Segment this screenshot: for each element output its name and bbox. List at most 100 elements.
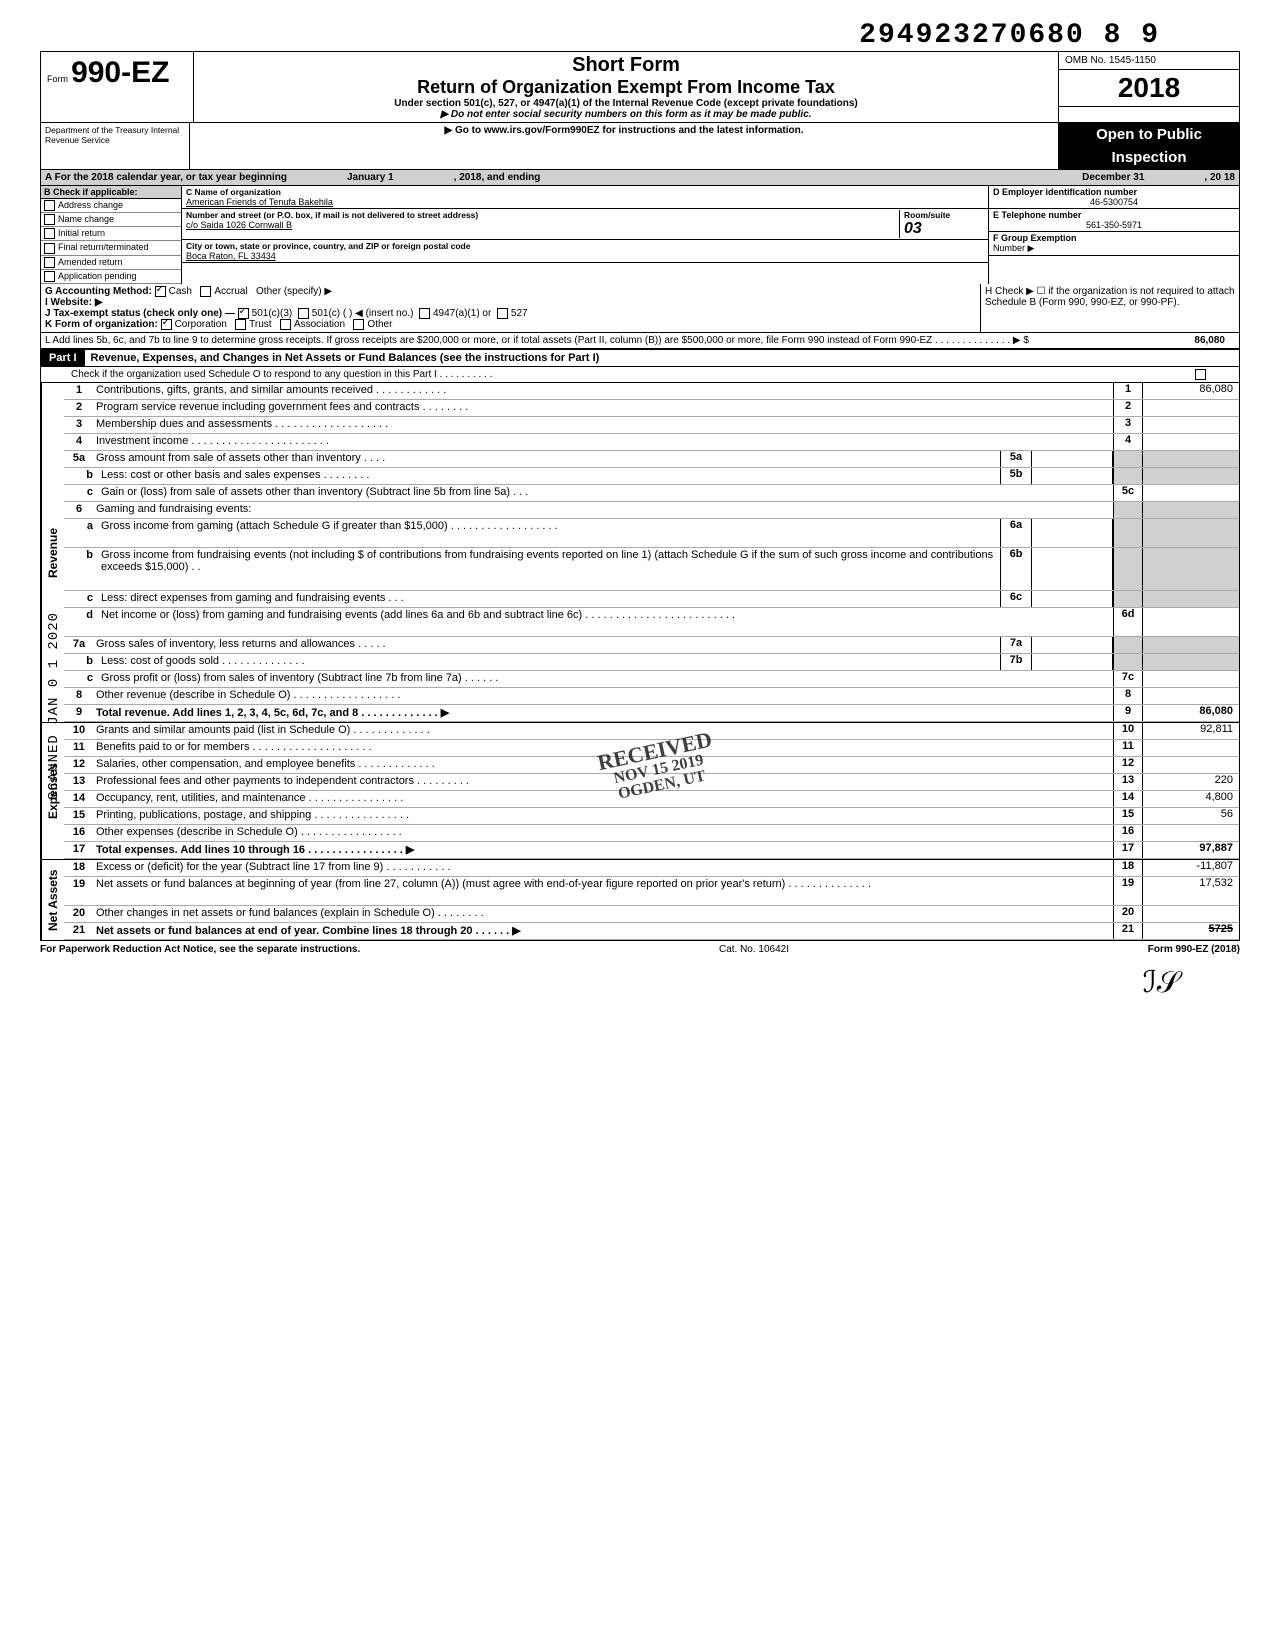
lbl-name-change: Name change (58, 214, 114, 224)
ib5b: 5b (1000, 468, 1032, 484)
phone-label: E Telephone number (993, 210, 1235, 220)
form-prefix: Form (47, 74, 68, 84)
footer-right: Form 990-EZ (2018) (1148, 944, 1240, 955)
footer-left: For Paperwork Reduction Act Notice, see … (40, 944, 360, 955)
ein-label: D Employer identification number (993, 187, 1235, 197)
d16: Other expenses (describe in Schedule O) … (94, 825, 1113, 841)
chk-527[interactable] (497, 308, 508, 319)
chk-corporation[interactable] (161, 319, 172, 330)
ib6a: 6a (1000, 519, 1032, 547)
part1-header: Part I Revenue, Expenses, and Changes in… (40, 349, 1240, 367)
lbl-address-change: Address change (58, 200, 123, 210)
n2: 2 (64, 400, 94, 416)
ib5a: 5a (1000, 451, 1032, 467)
d6c: Less: direct expenses from gaming and fu… (99, 591, 1000, 607)
chk-final-return[interactable] (44, 243, 55, 254)
n7a: 7a (64, 637, 94, 653)
d20: Other changes in net assets or fund bala… (94, 906, 1113, 922)
revenue-section: Revenue 1Contributions, gifts, grants, a… (40, 383, 1240, 723)
lbl-final-return: Final return/terminated (58, 242, 149, 252)
lbl-amended: Amended return (58, 257, 123, 267)
rv15: 56 (1143, 808, 1239, 824)
n21: 21 (64, 923, 94, 939)
d10: Grants and similar amounts paid (list in… (94, 723, 1113, 739)
chk-name-change[interactable] (44, 214, 55, 225)
n15: 15 (64, 808, 94, 824)
chk-schedule-o[interactable] (1195, 369, 1206, 380)
d21: Net assets or fund balances at end of ye… (94, 923, 1113, 939)
lbl-527: 527 (511, 308, 528, 319)
note-2: ▶ Go to www.irs.gov/Form990EZ for instru… (190, 123, 1059, 169)
chk-4947[interactable] (419, 308, 430, 319)
n10: 10 (64, 723, 94, 739)
d14: Occupancy, rent, utilities, and maintena… (94, 791, 1113, 807)
initials: ℐ𝒮 (40, 955, 1240, 1000)
rv18: -11,807 (1143, 860, 1239, 876)
street-label: Number and street (or P.O. box, if mail … (186, 210, 899, 220)
n6d: d (64, 608, 99, 636)
d8: Other revenue (describe in Schedule O) .… (94, 688, 1113, 704)
n16: 16 (64, 825, 94, 841)
year-prefix: 20 (1118, 72, 1149, 103)
rv12 (1143, 757, 1239, 773)
expenses-section: Expenses 10Grants and similar amounts pa… (40, 723, 1240, 860)
chk-trust[interactable] (235, 319, 246, 330)
room-value: 03 (904, 220, 984, 238)
group-exemption-label: F Group Exemption (993, 233, 1077, 243)
rv3 (1143, 417, 1239, 433)
tax-year: 2018 (1059, 70, 1239, 107)
chk-application-pending[interactable] (44, 271, 55, 282)
netassets-section: Net Assets 18Excess or (deficit) for the… (40, 860, 1240, 941)
rn4: 4 (1113, 434, 1143, 450)
lbl-other-method: Other (specify) ▶ (256, 286, 332, 297)
rv9: 86,080 (1143, 705, 1239, 721)
n7c: c (64, 671, 99, 687)
n7b: b (64, 654, 99, 670)
room-label: Room/suite (904, 210, 984, 220)
rn5c: 5c (1113, 485, 1143, 501)
n14: 14 (64, 791, 94, 807)
row-a: A For the 2018 calendar year, or tax yea… (40, 169, 1240, 186)
rn7c: 7c (1113, 671, 1143, 687)
n6b: b (64, 548, 99, 590)
rv13: 220 (1143, 774, 1239, 790)
chk-amended[interactable] (44, 257, 55, 268)
lbl-corporation: Corporation (175, 319, 227, 330)
scanned-side-label: SCANNED JAN 0 1 2020 (46, 612, 62, 800)
rv16 (1143, 825, 1239, 841)
footer: For Paperwork Reduction Act Notice, see … (40, 941, 1240, 955)
chk-accrual[interactable] (200, 286, 211, 297)
chk-501c3[interactable] (238, 308, 249, 319)
rn2: 2 (1113, 400, 1143, 416)
rn6d: 6d (1113, 608, 1143, 636)
lbl-cash: Cash (169, 286, 192, 297)
part1-tag: Part I (41, 350, 85, 366)
row-a-mid: , 2018, and ending (454, 172, 541, 183)
rn10: 10 (1113, 723, 1143, 739)
d5c: Gain or (loss) from sale of assets other… (99, 485, 1113, 501)
n5c: c (64, 485, 99, 501)
line-l-text: L Add lines 5b, 6c, and 7b to line 9 to … (45, 335, 1029, 346)
rn3: 3 (1113, 417, 1143, 433)
n18: 18 (64, 860, 94, 876)
n13: 13 (64, 774, 94, 790)
rv5c (1143, 485, 1239, 501)
col-de: D Employer identification number 46-5300… (989, 186, 1239, 284)
col-b-header: B Check if applicable: (41, 186, 181, 199)
rv10: 92,811 (1143, 723, 1239, 739)
d11: Benefits paid to or for members . . . . … (94, 740, 1113, 756)
rn1: 1 (1113, 383, 1143, 399)
rn11: 11 (1113, 740, 1143, 756)
chk-cash[interactable] (155, 286, 166, 297)
chk-association[interactable] (280, 319, 291, 330)
rn8: 8 (1113, 688, 1143, 704)
department-label: Department of the Treasury Internal Reve… (41, 123, 190, 169)
tax-year-end: December 31 (1082, 172, 1144, 183)
rv1: 86,080 (1143, 383, 1239, 399)
accounting-method-label: G Accounting Method: (45, 286, 152, 297)
n4: 4 (64, 434, 94, 450)
chk-address-change[interactable] (44, 200, 55, 211)
chk-other-org[interactable] (353, 319, 364, 330)
chk-501c[interactable] (298, 308, 309, 319)
chk-initial-return[interactable] (44, 228, 55, 239)
